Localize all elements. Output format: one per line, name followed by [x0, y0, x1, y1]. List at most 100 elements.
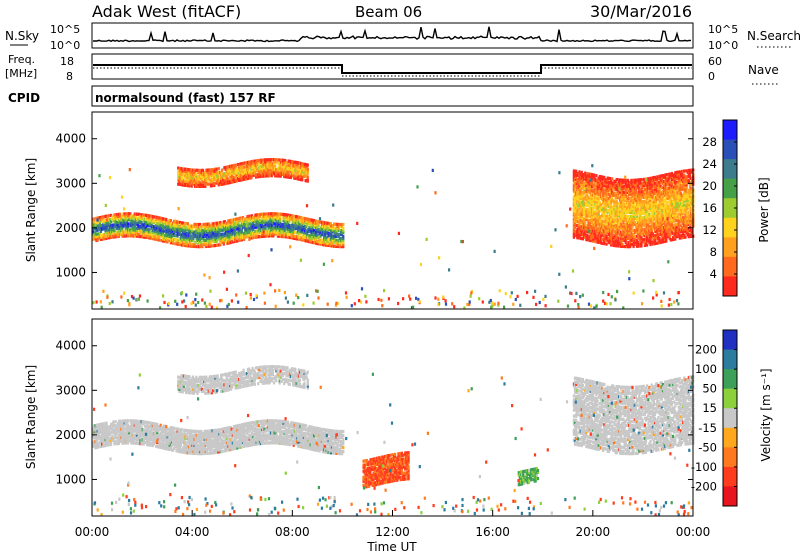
power-cell	[200, 237, 203, 241]
power-cell	[185, 177, 188, 181]
power-cell	[606, 186, 609, 190]
power-cell	[256, 231, 259, 235]
power-cell	[659, 210, 662, 214]
power-cell	[606, 216, 609, 220]
power-cell	[244, 217, 247, 221]
power-cell	[133, 216, 136, 220]
power-cell	[590, 229, 593, 233]
power-cell	[584, 177, 587, 181]
power-cell	[670, 222, 673, 226]
power-cell	[669, 216, 672, 220]
power-cell	[661, 238, 664, 242]
power-cell	[151, 216, 154, 221]
power-cell	[237, 221, 240, 225]
power-cell	[206, 244, 210, 248]
power-cell	[227, 227, 230, 231]
power-cell	[578, 224, 581, 228]
power-cell	[106, 232, 109, 236]
power-cell	[584, 209, 587, 213]
power-cell	[582, 207, 586, 211]
power-cell	[592, 191, 595, 195]
power-cell	[620, 188, 623, 192]
power-cell	[173, 229, 176, 233]
power-cell	[177, 226, 180, 230]
power-cell	[174, 230, 177, 234]
power-cell	[582, 223, 586, 227]
power-cell	[637, 192, 640, 196]
power-cell	[608, 235, 612, 239]
power-cell	[666, 205, 669, 209]
power-cell	[592, 213, 595, 217]
power-cell	[649, 234, 652, 239]
power-cell	[657, 235, 660, 239]
power-cell	[672, 235, 675, 239]
power-cell	[311, 226, 314, 230]
power-cell	[96, 220, 99, 224]
power-cell	[319, 242, 322, 246]
power-cell	[195, 236, 198, 241]
power-cell	[143, 225, 146, 229]
power-cell	[665, 239, 668, 243]
power-cell	[126, 224, 130, 228]
power-cell	[265, 166, 268, 170]
power-cell	[588, 224, 591, 228]
power-cell	[595, 190, 598, 194]
power-cell	[248, 164, 251, 168]
power-cell	[140, 221, 143, 225]
power-cell	[661, 210, 664, 214]
power-cell	[209, 224, 212, 228]
power-cell	[612, 187, 615, 191]
power-cell	[582, 225, 586, 229]
power-cell	[666, 191, 669, 195]
power-cell	[245, 167, 249, 171]
power-cell	[612, 199, 615, 203]
power-cell	[240, 230, 243, 234]
power-cell	[620, 194, 623, 198]
power-cell	[124, 218, 127, 222]
power-cell	[665, 225, 668, 229]
power-cell	[573, 191, 577, 195]
power-cell	[312, 229, 316, 233]
power-cell	[330, 242, 334, 246]
power-cell	[235, 179, 238, 183]
power-cell	[597, 222, 600, 226]
power-cell	[606, 190, 609, 194]
power-cell	[190, 234, 193, 238]
power-cell	[616, 212, 619, 216]
power-cell	[185, 244, 188, 248]
power-cell	[576, 173, 579, 178]
power-cell	[319, 240, 322, 244]
power-cell	[573, 199, 577, 203]
power-cell	[182, 221, 185, 225]
power-cell	[302, 222, 305, 226]
power-cell	[342, 235, 345, 239]
power-cell	[288, 173, 291, 177]
power-cell	[126, 232, 130, 236]
power-cell	[160, 218, 163, 223]
power-cell	[181, 179, 184, 183]
power-cell	[575, 191, 578, 195]
power-cell	[586, 194, 589, 198]
power-cell	[307, 235, 310, 239]
power-cell	[161, 235, 165, 239]
power-cell	[203, 176, 206, 180]
power-cell	[189, 168, 192, 172]
power-cell	[219, 223, 222, 227]
power-cell	[282, 212, 285, 217]
power-cell	[613, 193, 616, 197]
power-cell	[674, 179, 677, 183]
power-cell	[206, 178, 209, 182]
power-cell	[316, 221, 319, 225]
power-cell	[603, 197, 606, 202]
power-cell	[207, 176, 210, 180]
power-cell	[603, 175, 606, 180]
power-cell	[244, 235, 247, 239]
power-cell	[289, 225, 292, 230]
power-cell	[218, 221, 221, 225]
power-cell	[616, 218, 619, 222]
power-cell	[593, 173, 596, 177]
power-cell	[249, 228, 252, 232]
power-cell	[575, 219, 578, 224]
power-cell	[115, 217, 118, 221]
power-cell	[575, 203, 578, 207]
